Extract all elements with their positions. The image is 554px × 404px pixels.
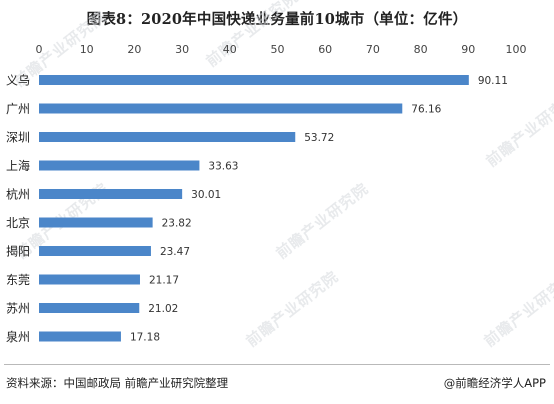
category-label: 广州: [6, 102, 30, 116]
bar: [39, 160, 200, 171]
bar: [39, 331, 121, 342]
x-tick-label: 80: [414, 43, 428, 56]
x-tick-label: 0: [36, 43, 43, 56]
chart-title: 图表8：2020年中国快递业务量前10城市（单位：亿件）: [86, 11, 468, 28]
bar-value-label: 33.63: [208, 161, 238, 173]
category-label: 东莞: [6, 273, 30, 287]
bar: [39, 303, 140, 313]
bar: [39, 217, 153, 228]
footer-divider: [4, 364, 550, 365]
x-tick-label: 90: [461, 43, 475, 56]
bar-value-label: 23.82: [162, 218, 192, 230]
bar-value-label: 21.17: [149, 275, 179, 287]
x-tick-label: 70: [366, 43, 380, 56]
bar-value-label: 53.72: [304, 132, 334, 144]
bar-value-label: 76.16: [411, 104, 441, 116]
bars: [39, 75, 469, 342]
category-label: 上海: [6, 158, 30, 173]
x-tick-label: 100: [506, 43, 527, 56]
bar: [39, 132, 296, 142]
bar: [39, 189, 183, 199]
category-label: 深圳: [6, 131, 30, 145]
category-label: 义乌: [6, 73, 30, 88]
value-labels: 90.11 76.16 53.72 33.63 30.01 23.82 23.47 21.17…: [130, 75, 508, 344]
x-tick-label: 20: [127, 43, 141, 56]
bar: [39, 75, 469, 85]
x-tick-label: 40: [223, 43, 237, 56]
bar-value-label: 23.47: [160, 246, 190, 258]
category-label: 泉州: [6, 330, 30, 344]
x-tick-label: 50: [271, 43, 285, 56]
category-label: 苏州: [6, 302, 30, 316]
x-tick-label: 60: [318, 43, 332, 56]
bar-chart: 0 10 20 30 40 50 60 70 80 90 100 义乌广州深圳上海杭州北京揭阳东莞苏…: [6, 43, 527, 345]
x-tick-label: 30: [175, 43, 189, 56]
bar-value-label: 17.18: [130, 332, 160, 344]
bar-value-label: 90.11: [478, 75, 508, 87]
bar: [39, 274, 140, 285]
category-label: 杭州: [6, 187, 30, 202]
bar-value-label: 30.01: [191, 189, 221, 201]
x-axis-ticks: 0 10 20 30 40 50 60 70 80 90 100: [36, 43, 527, 56]
source-note: 资料来源：中国邮政局 前瞻产业研究院整理: [6, 376, 229, 390]
category-label: 揭阳: [6, 244, 30, 259]
brand-label: @前瞻经济学人APP: [443, 376, 546, 390]
bar: [39, 103, 403, 114]
category-label: 北京: [6, 216, 30, 230]
bar: [39, 246, 151, 256]
bar-value-label: 21.02: [148, 303, 178, 315]
x-tick-label: 10: [80, 43, 94, 56]
